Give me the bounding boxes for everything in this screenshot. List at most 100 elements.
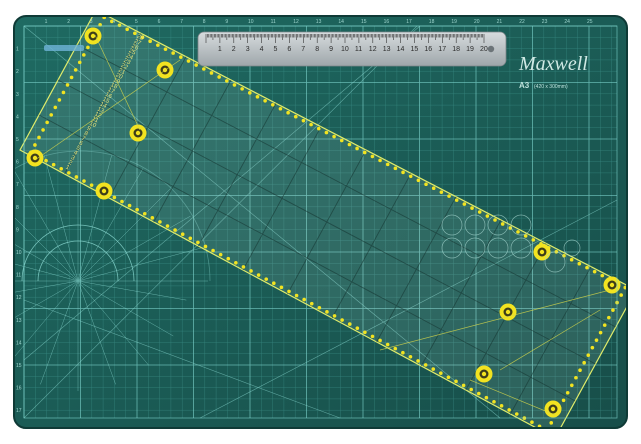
- ruler-dot: [49, 113, 54, 117]
- ruler-dot: [545, 429, 549, 433]
- ruler-number: 10: [88, 121, 97, 130]
- ruler-dot: [156, 43, 160, 47]
- ruler-dot: [590, 345, 595, 350]
- ruler-dot: [370, 154, 375, 159]
- ruler-dot: [469, 387, 474, 392]
- ruler-number: 27: [133, 39, 142, 48]
- ruler-dot: [332, 314, 337, 318]
- ruler-grid-line: [76, 44, 616, 328]
- ruler-number: 8: [315, 46, 319, 53]
- edge-number: 11: [16, 273, 21, 279]
- ruler-number: 16: [104, 92, 113, 101]
- protractor-ray: [77, 280, 149, 366]
- ruler-number: 20: [115, 72, 124, 81]
- ruler-dot: [127, 203, 132, 208]
- ruler-number: 2: [232, 46, 236, 53]
- ruler-dot: [142, 211, 147, 216]
- ruler-dot: [431, 367, 436, 371]
- angle-line: [23, 25, 501, 419]
- ruler-number: 15: [411, 46, 419, 53]
- steel-ruler-ticks: [205, 34, 485, 43]
- ruler-dot: [582, 360, 586, 365]
- ruler-dot: [607, 315, 611, 320]
- ruler-dot: [74, 175, 79, 179]
- edge-number: 3: [16, 92, 19, 98]
- ruler-number: 13: [383, 46, 391, 53]
- ruler-dot: [592, 269, 597, 274]
- edge-number: 25: [587, 19, 593, 25]
- ruler-dot: [51, 162, 56, 167]
- edge-number: 1: [16, 47, 19, 53]
- ruler-dot: [263, 98, 267, 103]
- ruler-dot: [507, 408, 511, 412]
- edge-number: 19: [451, 19, 457, 25]
- ruler-dot: [461, 383, 466, 388]
- ruler-number: 18: [109, 82, 118, 91]
- ruler-dot: [89, 183, 94, 187]
- ruler-dot: [67, 171, 71, 175]
- ruler-dot: [393, 346, 398, 351]
- ruler-dot: [531, 238, 536, 242]
- edge-number: 14: [338, 19, 344, 25]
- ruler-dot: [186, 59, 191, 63]
- ruler-dot: [112, 195, 117, 200]
- ruler-dot: [279, 285, 284, 290]
- ruler-dot: [294, 293, 299, 298]
- ruler-ring-center: [481, 371, 487, 377]
- ruler-dot: [408, 355, 413, 359]
- ruler-dot: [171, 51, 175, 55]
- ruler-number: 8: [83, 131, 89, 138]
- protractor-ray: [77, 280, 187, 301]
- edge-number: 15: [361, 19, 367, 25]
- mat-edge-numbers: 1 2 3 4 5 6 7 8 9 10 11 12 13 14 15 16 17 18 19 20 21 22 23 24 2…: [16, 19, 593, 414]
- ruler-dot: [234, 261, 238, 265]
- ruler-dot: [135, 207, 139, 212]
- ruler-dot: [549, 421, 554, 425]
- corner-tag: [44, 45, 84, 51]
- ruler-dot: [209, 71, 214, 75]
- ruler-dot: [196, 240, 200, 245]
- ruler-dot: [370, 334, 375, 339]
- steel-ruler: 1 2 3 4 5 6 7 8 9 10 11 12 13 14 15 16 17 18 19 20: [197, 31, 507, 67]
- angle-line: [23, 25, 421, 361]
- ruler-dot: [57, 98, 62, 102]
- ruler-number: 5: [75, 145, 81, 152]
- ruler-number: 14: [99, 102, 108, 111]
- ruler-dot: [140, 35, 145, 40]
- ruler-dot: [69, 75, 74, 80]
- ruler-dot: [332, 134, 336, 139]
- ruler-dot: [37, 135, 41, 140]
- ruler-dot: [492, 399, 496, 404]
- ruler-number: 21: [117, 68, 126, 77]
- ruler-dot: [339, 138, 344, 143]
- ruler-dot: [180, 232, 185, 236]
- angle-line: [199, 199, 618, 419]
- ruler-number: 10: [341, 46, 349, 53]
- ruler-number: 4: [72, 150, 78, 157]
- patchwork-ruler-rings: [26, 27, 621, 418]
- ruler-dot: [594, 338, 599, 342]
- edge-number: 4: [112, 19, 115, 25]
- ruler-dot: [110, 19, 114, 24]
- ruler-dot: [272, 281, 276, 286]
- edge-number: 4: [16, 114, 19, 120]
- ruler-dot: [218, 252, 223, 257]
- ruler-dot: [293, 114, 298, 119]
- ruler-dot: [226, 256, 231, 261]
- edge-number: 5: [16, 137, 19, 143]
- ruler-ring-center: [505, 309, 511, 315]
- ruler-hang-hole: [487, 45, 495, 53]
- protractor-ray: [14, 280, 79, 337]
- ruler-number: 19: [466, 46, 474, 53]
- ruler-number: 11: [91, 116, 100, 124]
- ruler-number: 2: [67, 160, 73, 167]
- ruler-number: 20: [480, 46, 488, 53]
- ruler-dot: [278, 106, 283, 111]
- ruler-ring-center: [550, 406, 556, 412]
- ruler-dot: [485, 214, 490, 218]
- ruler-dot: [401, 350, 405, 355]
- ruler-grid-line: [38, 114, 576, 402]
- edge-number: 8: [16, 205, 19, 211]
- ruler-dot: [59, 166, 64, 171]
- ruler-dot: [287, 289, 291, 294]
